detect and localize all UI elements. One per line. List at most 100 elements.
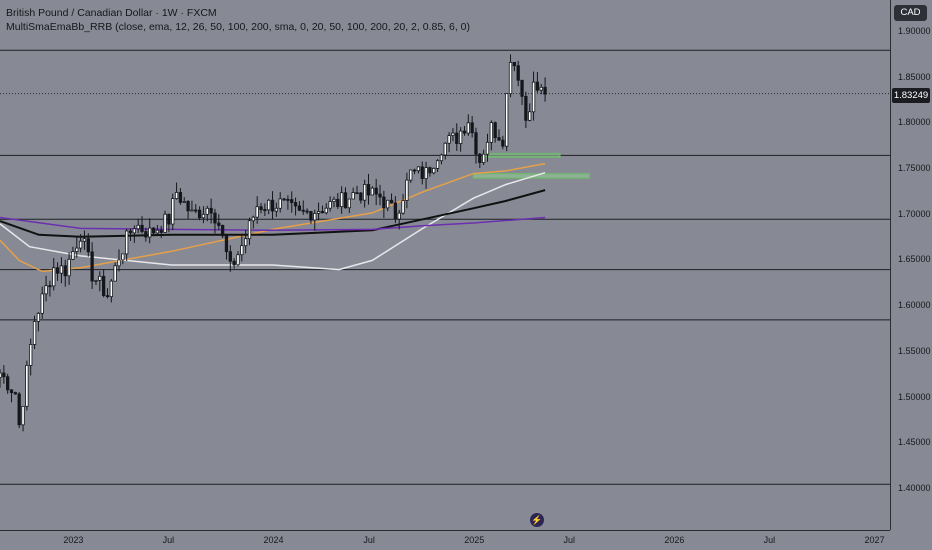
candle-body — [332, 198, 336, 202]
candle-body — [101, 275, 106, 296]
candlestick — [98, 271, 102, 292]
candlestick — [351, 187, 355, 200]
price-tick-label: 1.75000 — [898, 163, 931, 174]
price-tick-label: 1.80000 — [898, 117, 931, 128]
candle-body — [286, 199, 290, 201]
candlestick — [435, 159, 440, 172]
candlestick — [13, 391, 18, 395]
candlestick — [389, 193, 394, 204]
candlestick — [501, 135, 505, 150]
candlestick — [236, 251, 240, 267]
candlestick — [228, 245, 232, 272]
candle-body — [489, 122, 493, 143]
candle-body — [293, 202, 298, 207]
candle-body — [232, 260, 236, 266]
candle-body — [9, 389, 14, 393]
candlestick — [363, 179, 367, 208]
candlestick — [393, 196, 398, 224]
candle-body — [182, 201, 186, 203]
candlestick — [151, 227, 156, 235]
candle-body — [167, 213, 171, 225]
time-tick-label: 2027 — [864, 535, 885, 545]
candlestick — [458, 127, 463, 152]
candle-body — [424, 167, 428, 179]
candle-body — [355, 192, 359, 195]
candle-body — [531, 81, 536, 113]
candle-body — [543, 86, 547, 95]
currency-badge[interactable]: CAD — [894, 5, 927, 21]
candlestick — [470, 116, 474, 138]
candle-body — [48, 285, 52, 288]
candlestick — [432, 167, 436, 175]
candle-body — [409, 169, 413, 181]
candle-body — [516, 65, 520, 81]
candlestick — [528, 103, 532, 122]
candle-body — [528, 111, 532, 121]
candle-body — [485, 141, 490, 155]
candlestick — [67, 252, 71, 285]
time-tick-label: 2023 — [63, 535, 84, 545]
candle-body — [40, 293, 44, 314]
candlestick — [190, 200, 194, 212]
candlestick — [52, 258, 56, 291]
price-chart[interactable] — [0, 0, 890, 530]
candlestick — [286, 195, 290, 210]
candle-body — [136, 224, 140, 230]
candle-body — [420, 166, 424, 179]
candlestick — [194, 204, 198, 214]
candle-body — [474, 132, 478, 155]
candlestick — [485, 133, 490, 162]
candlestick — [263, 203, 267, 217]
candle-body — [117, 259, 121, 267]
candlestick — [309, 210, 313, 224]
candlestick — [259, 203, 263, 214]
candle-body — [462, 130, 467, 134]
candle-body — [59, 265, 64, 274]
candlestick — [424, 161, 428, 189]
candle-body — [397, 212, 401, 220]
candlestick — [378, 184, 382, 206]
lightning-logo-icon[interactable]: ⚡ — [530, 513, 544, 527]
candlestick — [71, 246, 75, 261]
candle-body — [178, 192, 183, 203]
candle-body — [470, 122, 474, 134]
price-tick-label: 1.65000 — [898, 254, 931, 265]
candle-body — [0, 372, 2, 378]
candlestick — [40, 286, 44, 319]
candlestick — [255, 196, 259, 224]
candlestick — [278, 192, 282, 213]
candle-body — [148, 227, 152, 238]
candlestick — [59, 257, 64, 284]
candle-body — [205, 207, 209, 215]
candlestick — [336, 193, 340, 209]
support-zone — [483, 152, 561, 158]
candle-body — [90, 251, 94, 282]
indicator-label[interactable]: MultiSmaEmaBb_RRB (close, ema, 12, 26, 5… — [6, 21, 471, 33]
candle-body — [52, 267, 56, 287]
candle-body — [339, 192, 344, 208]
candlestick — [297, 201, 302, 212]
candle-body — [401, 200, 405, 214]
price-axis[interactable] — [890, 0, 932, 530]
candlestick — [132, 225, 136, 243]
candle-body — [36, 312, 41, 322]
candlestick — [90, 242, 94, 289]
chart-area[interactable]: British Pound / Canadian Dollar · 1W · F… — [0, 0, 890, 530]
candlestick — [86, 233, 90, 257]
candlestick — [213, 208, 217, 234]
candle-body — [71, 251, 75, 260]
candle-body — [132, 228, 136, 234]
candlestick — [155, 224, 160, 236]
candlestick — [174, 182, 179, 200]
candlestick — [55, 262, 60, 281]
time-axis[interactable] — [0, 530, 890, 550]
candlestick — [197, 206, 202, 221]
candle-body — [382, 196, 386, 209]
time-tick-label: Jul — [162, 535, 175, 545]
candle-body — [186, 201, 190, 212]
candlestick — [505, 93, 509, 152]
candle-body — [405, 179, 409, 201]
candle-body — [140, 224, 144, 232]
candlestick — [462, 125, 467, 136]
moving-average-line — [0, 216, 546, 232]
